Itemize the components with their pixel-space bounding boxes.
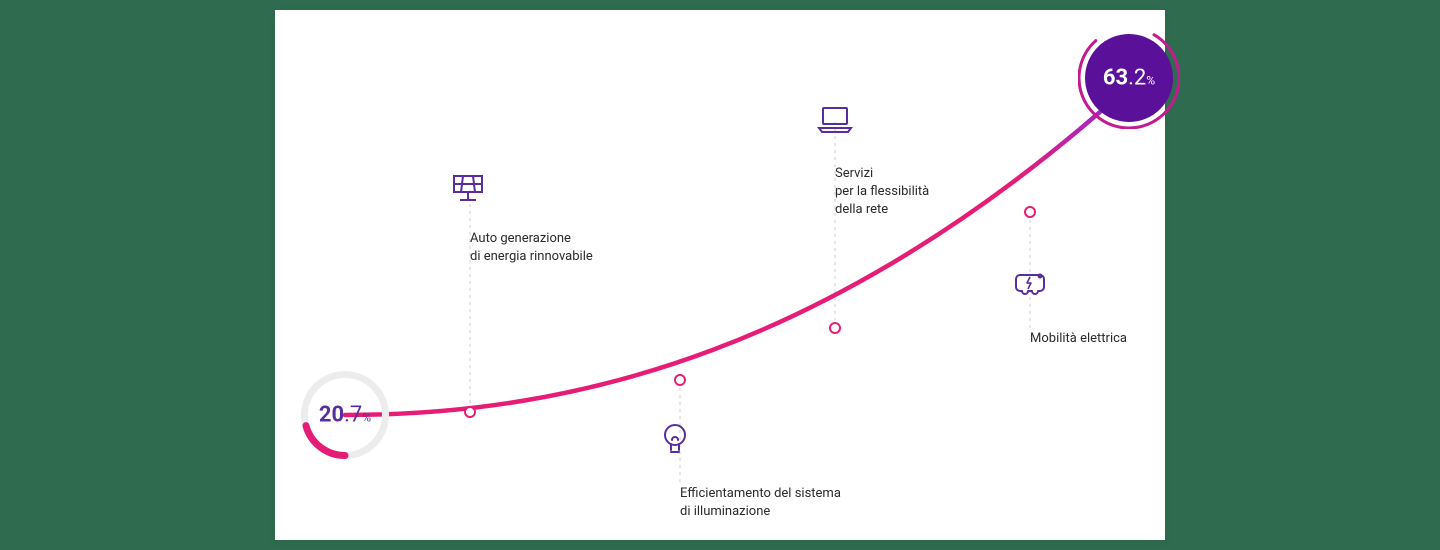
curve-point	[829, 322, 841, 334]
laptop-icon	[815, 104, 855, 138]
step-label-emobility: Mobilità elettrica	[1030, 330, 1127, 348]
step-label-solar: Auto generazione di energia rinnovabile	[470, 230, 593, 266]
step-label-lighting: Efficientamento del sistema di illuminaz…	[680, 485, 841, 521]
start-badge-value: 20.7%	[319, 403, 371, 428]
solar-panel-icon	[450, 172, 486, 208]
step-label-flex: Servizi per la flessibilità della rete	[835, 165, 929, 220]
curve-point	[1024, 206, 1036, 218]
lightbulb-icon	[660, 422, 690, 462]
curve-point	[674, 374, 686, 386]
infographic-card: Auto generazione di energia rinnovabile E…	[275, 10, 1165, 540]
end-badge-value: 63.2%	[1103, 66, 1155, 91]
label-layer: Auto generazione di energia rinnovabile E…	[275, 10, 1165, 540]
end-badge: 63.2%	[1078, 27, 1180, 129]
curve-point	[464, 406, 476, 418]
start-badge: 20.7%	[301, 371, 389, 459]
ev-charge-icon	[1010, 267, 1050, 305]
